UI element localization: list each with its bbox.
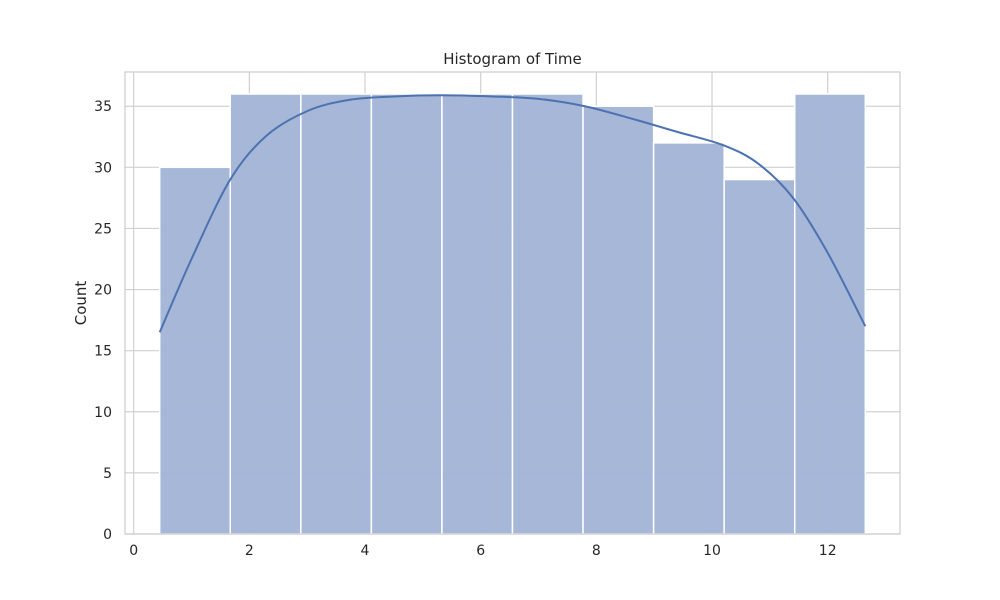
x-axis-ticks: 0 2 4 6 8 10 12 xyxy=(129,543,836,559)
chart-title: Histogram of Time xyxy=(443,50,582,68)
histogram-bar xyxy=(158,166,232,535)
y-tick-label: 0 xyxy=(103,527,112,543)
histogram-bar xyxy=(370,93,443,535)
x-tick-label: 12 xyxy=(819,543,837,559)
plot-frame xyxy=(124,71,901,535)
histogram-bar xyxy=(723,178,796,535)
histogram-bar xyxy=(582,105,655,535)
histogram-bar xyxy=(300,93,373,535)
x-tick-label: 6 xyxy=(476,543,485,559)
histogram-bar xyxy=(793,93,867,535)
x-tick-label: 4 xyxy=(361,543,370,559)
x-tick-label: 8 xyxy=(592,543,601,559)
histogram-bars xyxy=(158,93,867,535)
kde-curve xyxy=(158,94,867,333)
y-tick-label: 5 xyxy=(103,466,112,482)
y-tick-label: 30 xyxy=(94,160,112,176)
y-tick-label: 15 xyxy=(94,344,112,360)
x-tick-label: 0 xyxy=(129,543,138,559)
y-tick-label: 10 xyxy=(94,405,112,421)
x-tick-label: 10 xyxy=(703,543,721,559)
y-axis-label: Count xyxy=(72,281,90,326)
x-tick-label: 2 xyxy=(245,543,254,559)
y-tick-label: 20 xyxy=(94,283,112,299)
y-tick-label: 35 xyxy=(94,99,112,115)
y-axis-ticks: 0 5 10 15 20 25 30 35 xyxy=(94,99,112,543)
histogram-bar xyxy=(229,93,302,535)
histogram-bar xyxy=(441,93,514,535)
y-tick-label: 25 xyxy=(94,221,112,237)
histogram-bar xyxy=(652,142,725,535)
histogram-bar xyxy=(511,93,584,535)
